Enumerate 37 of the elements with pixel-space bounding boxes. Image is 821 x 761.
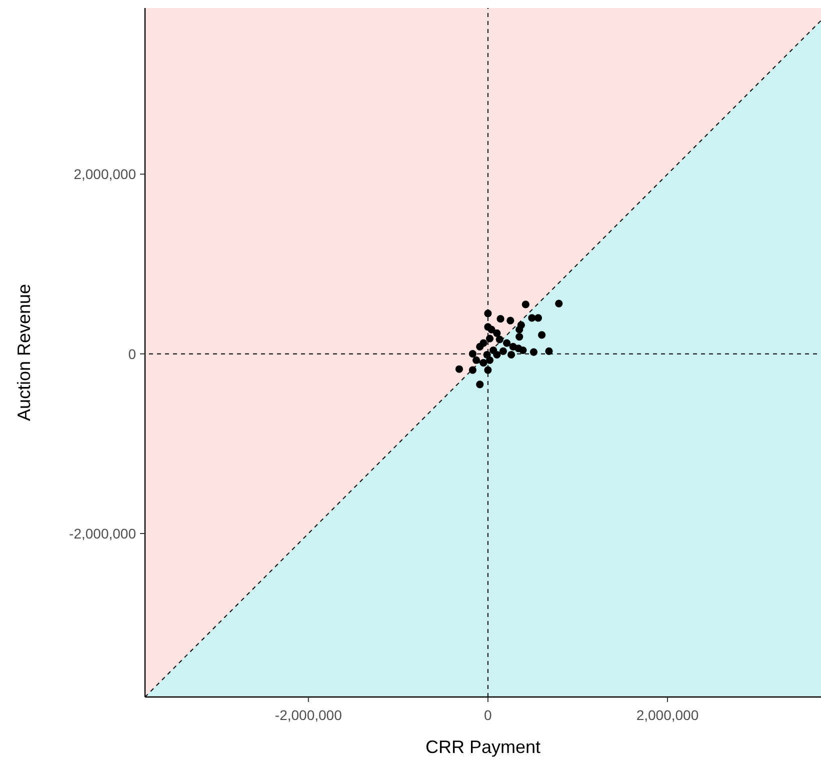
x-tick-label: 2,000,000 [636, 707, 699, 723]
point [468, 350, 476, 358]
point [514, 344, 522, 352]
point [555, 300, 563, 308]
point [468, 366, 476, 374]
point [530, 348, 538, 356]
point [455, 365, 464, 373]
point [486, 356, 494, 364]
point [496, 336, 504, 344]
point [472, 356, 480, 364]
point [484, 310, 492, 318]
y-axis-title: Auction Revenue [14, 284, 34, 422]
point [480, 339, 488, 347]
point [538, 331, 546, 339]
point [534, 314, 542, 322]
point [488, 326, 496, 334]
y-tick-label: 0 [128, 346, 136, 362]
point [528, 314, 536, 322]
point [506, 316, 514, 324]
x-axis-title: CRR Payment [425, 737, 541, 757]
x-tick-label: 0 [484, 707, 492, 723]
point [502, 339, 511, 347]
point [496, 315, 504, 323]
point [545, 347, 553, 355]
point [493, 350, 501, 359]
point [484, 366, 492, 374]
point [499, 347, 507, 355]
point [476, 380, 484, 388]
point [516, 326, 524, 334]
point [516, 332, 524, 341]
point [480, 359, 488, 367]
y-tick-label: 2,000,000 [74, 166, 136, 182]
x-tick-label: -2,000,000 [274, 707, 342, 723]
point [507, 350, 516, 359]
point [486, 334, 494, 342]
point [522, 300, 530, 308]
y-tick-label: -2,000,000 [69, 526, 136, 542]
